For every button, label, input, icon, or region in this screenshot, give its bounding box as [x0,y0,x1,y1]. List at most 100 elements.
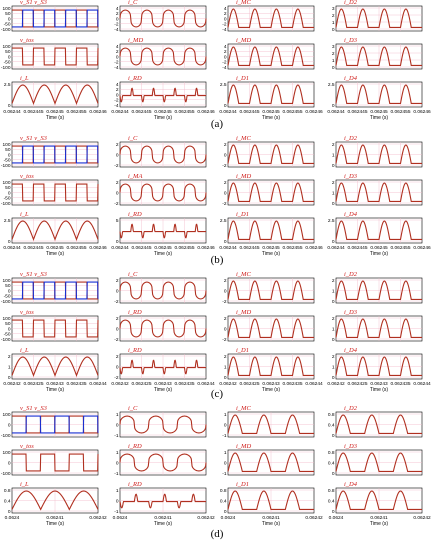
panel-label: i_RD [128,481,142,488]
trace [119,9,207,28]
y-tick-label: -4 [222,65,227,71]
y-tick-label: -2 [114,60,119,66]
panel-label: i_MD [128,37,143,44]
trace [227,84,314,104]
y-tick-label: 0 [332,299,335,305]
panel: i_D2 2 1 0 [332,271,423,305]
y-tick-label: 1 [116,450,119,456]
subfigure-caption: (b) [210,254,224,266]
trace [12,453,99,472]
y-tick-label: 0 [8,422,11,428]
trace [11,356,99,378]
y-tick-label: 0 [8,16,11,22]
panel-label: i_MD [236,37,251,44]
y-tick-label: 2 [332,51,335,57]
y-tick-label: 0.8 [328,450,335,456]
panel-label: i_D3 [344,173,358,180]
y-tick-label: -1 [114,433,119,439]
y-tick-label: 0 [224,54,227,60]
y-tick-label: -4 [222,27,227,33]
panel-label: v_S1 v_S3 [20,135,48,142]
y-tick-label: 0 [224,375,227,381]
y-tick-label: 0 [332,375,335,381]
x-axis-title: Time (s) [262,387,280,393]
y-tick-label: 1 [116,412,119,418]
x-tick-label: 0.0624 [329,515,344,521]
y-tick-label: 0.4 [328,498,335,504]
x-tick-label: 0.06244 [3,245,21,251]
trace [227,46,314,66]
x-tick-label: 0.06246 [197,109,215,115]
y-tick-label: -1 [114,509,119,515]
panel-label: i_D2 [344,405,358,412]
panel: i_D4 2.5 00.06244 0.062445 0.06245 0.062455 0.… [327,211,431,257]
x-tick-label: 0.06243 [370,381,388,387]
y-tick-label: 100 [2,180,10,186]
x-tick-label: 0.062435 [282,381,302,387]
trace [119,415,207,434]
y-tick-label: 50 [5,11,11,17]
x-tick-label: 0.062435 [390,381,410,387]
trace [335,8,422,28]
y-tick-label: 0 [8,152,11,158]
x-tick-label: 0.062425 [347,381,367,387]
trace [227,356,314,376]
y-tick-label: 0.4 [328,460,335,466]
y-tick-label: 0 [224,509,227,515]
y-tick-label: 2.5 [4,82,11,88]
y-tick-label: 2 [332,354,335,360]
trace [119,145,207,164]
panel: i_C 1 0 -1 [114,405,207,439]
subfigure-b: v_S1 v_S3100500-50-100i_C20-2i_MC20-2i_D… [1,135,431,257]
y-tick-label: 0 [332,103,335,109]
y-tick-label: 2 [224,11,227,17]
y-tick-label: 0.8 [328,412,335,418]
trace [119,87,206,103]
panel-label: i_RD [128,309,142,316]
y-tick-label: -2 [114,299,119,305]
panel: v_tos 100 0 -100 [1,443,99,477]
x-tick-label: 0.06241 [154,515,172,521]
trace [227,144,314,164]
subfigure-d: v_S1 v_S31000-100i_C10-1i_MC10-1i_D20.80… [1,405,431,527]
x-tick-label: 0.06244 [111,245,129,251]
y-tick-label: 0 [8,375,11,381]
x-tick-label: 0.06245 [154,109,172,115]
y-tick-label: -1 [222,433,227,439]
y-tick-label: 2.5 [220,218,227,224]
y-tick-label: 2 [332,180,335,186]
y-tick-label: -100 [1,471,11,477]
y-tick-label: 0 [224,326,227,332]
subfigure-caption: (a) [210,118,224,130]
panel-label: i_RD [128,443,142,450]
y-tick-label: 0 [116,422,119,428]
y-tick-label: 1 [332,190,335,196]
y-tick-label: 0 [332,201,335,207]
x-tick-label: 0.06244 [197,381,215,387]
panel: i_RD 1 0 -10.0624 0.06241 0.06242 Time (s) [113,481,215,527]
x-tick-label: 0.06245 [46,109,64,115]
panel: i_RD 2 0 -20.06242 0.062425 0.06243 0.062435 0.… [111,347,215,393]
trace [227,452,314,472]
y-tick-label: 0 [332,65,335,71]
y-tick-label: -100 [1,163,11,169]
panel-label: v_tos [20,37,34,44]
y-tick-label: -2 [114,337,119,343]
x-axis-title: Time (s) [370,521,388,527]
y-tick-label: 50 [5,147,11,153]
x-axis-title: Time (s) [46,521,64,527]
panel: i_C 420-2-4 [114,0,207,33]
y-tick-label: -2 [222,201,227,207]
x-axis-title: Time (s) [262,115,280,121]
x-tick-label: 0.062425 [239,381,259,387]
y-tick-label: -2 [222,22,227,28]
x-tick-label: 0.06242 [111,381,129,387]
panel: i_L 2.5 00.06244 0.062445 0.06245 0.062455 0.0… [3,211,107,257]
y-tick-label: 2 [116,142,119,148]
trace [119,223,206,239]
panel: i_D1 2 1 00.06242 0.062425 0.06243 0.062435 0.0… [219,347,323,393]
subfigure-c: v_S1 v_S3100500-50-100i_C20-2i_MC20-2i_D… [1,271,431,393]
y-tick-label: 4 [116,82,119,88]
